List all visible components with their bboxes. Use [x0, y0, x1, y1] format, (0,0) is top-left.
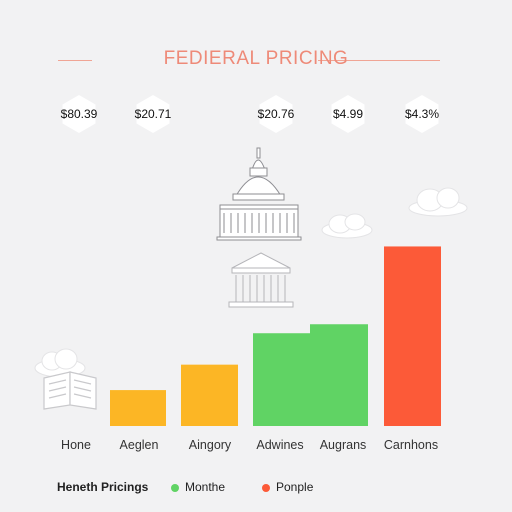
bars-layer: [110, 246, 441, 426]
x-tick-label-aeglen: Aeglen: [120, 438, 159, 452]
price-value: $4.3%: [405, 107, 439, 121]
title-row: FEDIERAL PRICING: [0, 48, 512, 72]
price-badge-icon: [259, 95, 293, 133]
price-label-2: $20.71: [135, 95, 172, 133]
x-tick-label-carnhons: Carnhons: [384, 438, 438, 452]
price-value: $4.99: [333, 107, 363, 121]
legend-title: Heneth Pricings: [57, 480, 149, 494]
bar-adwines: [253, 333, 312, 426]
legend: Heneth Pricings Monthe Ponple: [0, 478, 512, 498]
capitol-building-icon: [216, 147, 302, 241]
x-tick-labels-layer: Hone Aeglen Aingory Adwines Augrans Carnhons: [61, 438, 438, 452]
legend-label-ponple: Ponple: [276, 480, 314, 494]
price-badge-icon: [331, 95, 365, 133]
price-value: $20.76: [258, 107, 295, 121]
bar-aingory: [181, 364, 238, 426]
chart-title: FEDIERAL PRICING: [163, 48, 349, 69]
x-tick-label-augrans: Augrans: [320, 438, 367, 452]
price-value: $80.39: [61, 107, 98, 121]
x-tick-label-adwines: Adwines: [256, 438, 303, 452]
price-value: $20.71: [135, 107, 172, 121]
cloud-icon: [321, 213, 373, 239]
title-rule-right: [318, 60, 440, 61]
price-label-6: $4.3%: [405, 95, 439, 133]
legend-label-monthe: Monthe: [185, 480, 226, 494]
open-book-icon: [43, 371, 97, 410]
price-badge-icon: [136, 95, 170, 133]
x-tick-label-hone: Hone: [61, 438, 91, 452]
price-label-1: $80.39: [61, 95, 98, 133]
price-label-5: $4.99: [331, 95, 365, 133]
title-rule-left: [58, 60, 92, 61]
legend-swatch-ponple: [262, 484, 270, 492]
bar-carnhons: [384, 246, 441, 426]
price-badge-icon: [62, 95, 96, 133]
price-badge-icon: [405, 95, 439, 133]
bar-augrans: [310, 324, 368, 426]
legend-swatch-monthe: [171, 484, 179, 492]
price-label-4: $20.76: [258, 95, 295, 133]
cloud-icon: [34, 348, 86, 378]
bar-aeglen: [110, 390, 166, 426]
courthouse-icon: [228, 252, 294, 308]
cloud-icon: [408, 187, 468, 217]
price-labels-layer: $80.39 $20.71 $20.76 $4.99 $4.3%: [61, 95, 439, 133]
x-tick-label-aingory: Aingory: [189, 438, 232, 452]
